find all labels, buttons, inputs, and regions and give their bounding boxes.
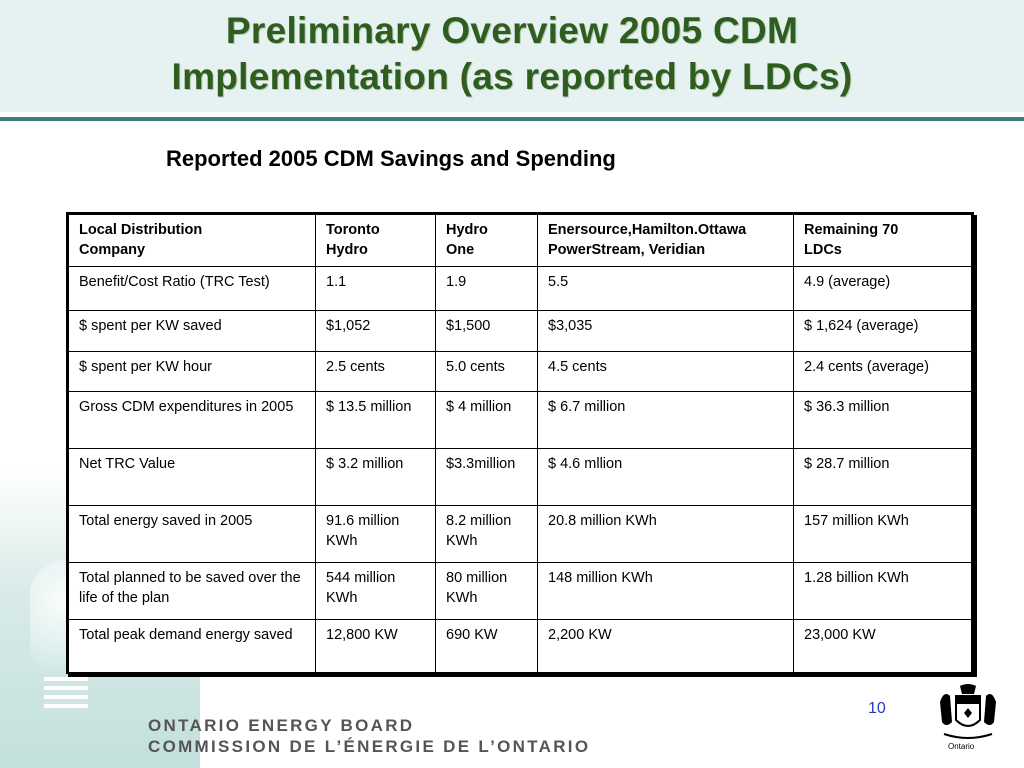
footer-board-name-fr: COMMISSION DE L’ÉNERGIE DE L’ONTARIO <box>148 737 591 756</box>
title-divider <box>0 117 1024 121</box>
table-cell: Total peak demand energy saved <box>68 619 316 677</box>
table-cell: 4.9 (average) <box>793 266 972 311</box>
ontario-crest-icon <box>940 684 996 739</box>
table-cell: 4.5 cents <box>537 351 794 392</box>
table-cell: 690 KW <box>435 619 538 677</box>
footer-board-name-en: ONTARIO ENERGY BOARD <box>148 716 415 735</box>
table-cell: 1.1 <box>315 266 436 311</box>
table-cell: Net TRC Value <box>68 448 316 506</box>
table-header-row: Local Distribution Company Toronto Hydro H… <box>68 214 972 267</box>
table-cell: 80 million KWh <box>435 562 538 620</box>
table-cell: 1.9 <box>435 266 538 311</box>
table-cell: 1.28 billion KWh <box>793 562 972 620</box>
table-cell: $1,052 <box>315 310 436 352</box>
table-cell: $ spent per KW hour <box>68 351 316 392</box>
table-cell: Total energy saved in 2005 <box>68 505 316 563</box>
table-cell: $ spent per KW saved <box>68 310 316 352</box>
table-cell: $ 4.6 mllion <box>537 448 794 506</box>
table-cell: $ 6.7 million <box>537 391 794 449</box>
table-cell: $ 4 million <box>435 391 538 449</box>
table-cell: 2.4 cents (average) <box>793 351 972 392</box>
table-cell: $ 28.7 million <box>793 448 972 506</box>
table-cell: 91.6 million KWh <box>315 505 436 563</box>
table-cell: Gross CDM expenditures in 2005 <box>68 391 316 449</box>
table-cell: $ 3.2 million <box>315 448 436 506</box>
table-cell: 5.5 <box>537 266 794 311</box>
table-cell: $ 13.5 million <box>315 391 436 449</box>
header-cell: Enersource,Hamilton.Ottawa PowerStream, V… <box>537 214 794 267</box>
table-row: Net TRC Value $ 3.2 million $3.3million … <box>68 448 972 506</box>
table-row: Total planned to be saved over the life … <box>68 562 972 620</box>
table-cell: 2,200 KW <box>537 619 794 677</box>
table-cell: $3.3million <box>435 448 538 506</box>
table-cell: $3,035 <box>537 310 794 352</box>
crest-label: Ontario <box>948 742 975 751</box>
table-cell: Total planned to be saved over the life … <box>68 562 316 620</box>
cdm-table-container: Local Distribution Company Toronto Hydro H… <box>66 212 974 677</box>
header-cell: Local Distribution Company <box>68 214 316 267</box>
table-cell: 148 million KWh <box>537 562 794 620</box>
table-row: $ spent per KW hour 2.5 cents 5.0 cents … <box>68 351 972 392</box>
table-cell: 5.0 cents <box>435 351 538 392</box>
table-row: Total peak demand energy saved 12,800 KW… <box>68 619 972 677</box>
header-cell: Remaining 70 LDCs <box>793 214 972 267</box>
header-cell: Hydro One <box>435 214 538 267</box>
table-cell: 12,800 KW <box>315 619 436 677</box>
table-cell: 157 million KWh <box>793 505 972 563</box>
header-cell: Toronto Hydro <box>315 214 436 267</box>
table-cell: Benefit/Cost Ratio (TRC Test) <box>68 266 316 311</box>
table-row: Total energy saved in 2005 91.6 million … <box>68 505 972 563</box>
page-number: 10 <box>868 700 886 717</box>
table-cell: $ 36.3 million <box>793 391 972 449</box>
table-cell: 23,000 KW <box>793 619 972 677</box>
table-cell: $1,500 <box>435 310 538 352</box>
slide-title-line-1: Preliminary Overview 2005 CDM <box>225 10 799 51</box>
table-cell: 20.8 million KWh <box>537 505 794 563</box>
table-row: Gross CDM expenditures in 2005 $ 13.5 mi… <box>68 391 972 449</box>
slide-title-line-2: Implementation (as reported by LDCs) <box>171 56 853 97</box>
title-band <box>0 0 1024 112</box>
table-row: $ spent per KW saved $1,052 $1,500 $3,03… <box>68 310 972 352</box>
cdm-savings-table: Local Distribution Company Toronto Hydro H… <box>68 214 972 677</box>
table-row: Benefit/Cost Ratio (TRC Test) 1.1 1.9 5.… <box>68 266 972 311</box>
table-cell: 8.2 million KWh <box>435 505 538 563</box>
table-cell: 2.5 cents <box>315 351 436 392</box>
lightbulb-base-icon <box>44 672 88 712</box>
table-heading: Reported 2005 CDM Savings and Spending <box>166 146 616 171</box>
table-cell: 544 million KWh <box>315 562 436 620</box>
table-cell: $ 1,624 (average) <box>793 310 972 352</box>
